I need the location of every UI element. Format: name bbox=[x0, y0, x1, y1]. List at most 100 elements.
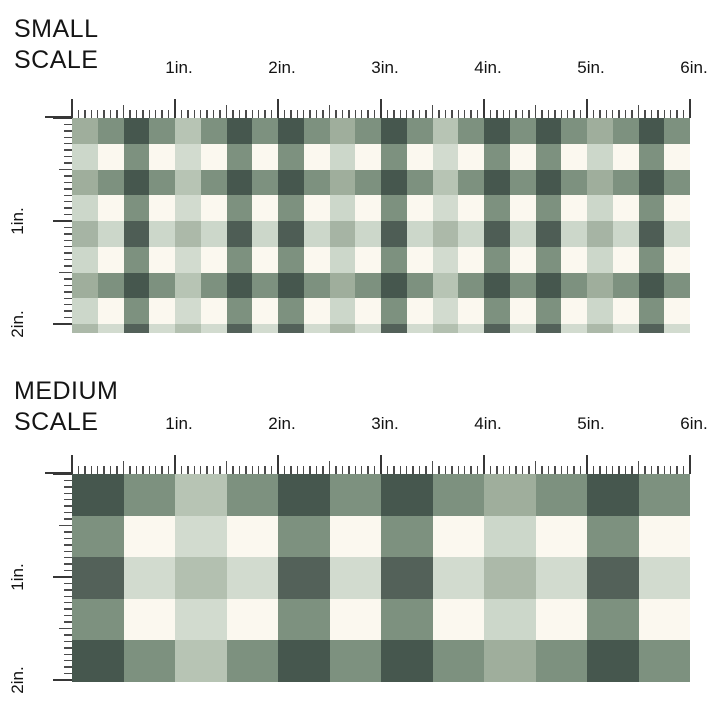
plaid-cell bbox=[432, 598, 484, 641]
minor-tick bbox=[367, 110, 369, 118]
plaid-cell bbox=[638, 474, 690, 516]
plaid-cell bbox=[484, 557, 536, 599]
plaid-cell bbox=[535, 640, 587, 682]
minor-tick bbox=[64, 143, 72, 145]
plaid-cell bbox=[432, 640, 484, 682]
plaid-cell bbox=[72, 143, 98, 170]
plaid-cell bbox=[72, 324, 98, 333]
minor-tick bbox=[579, 466, 582, 474]
plaid-cell bbox=[535, 143, 562, 170]
plaid-cell bbox=[278, 221, 304, 247]
minor-tick bbox=[64, 130, 72, 132]
plaid-cell bbox=[72, 195, 98, 221]
plaid-cell bbox=[200, 169, 227, 196]
minor-tick bbox=[180, 466, 183, 474]
minor-tick bbox=[554, 110, 556, 118]
plaid-cell bbox=[587, 195, 613, 221]
minor-tick bbox=[399, 110, 401, 118]
plaid-cell bbox=[200, 298, 227, 324]
plaid-cell bbox=[381, 169, 407, 196]
minor-tick bbox=[631, 466, 633, 474]
plaid-cell bbox=[252, 118, 278, 144]
minor-tick bbox=[566, 466, 569, 474]
minor-tick bbox=[451, 110, 453, 118]
minor-tick bbox=[64, 537, 72, 540]
plaid-cell bbox=[638, 640, 690, 682]
minor-tick bbox=[644, 466, 646, 474]
inch-tick bbox=[585, 455, 589, 474]
plaid-cell bbox=[458, 195, 484, 221]
minor-tick bbox=[142, 466, 144, 474]
minor-tick bbox=[64, 518, 72, 520]
minor-tick bbox=[109, 110, 112, 118]
plaid-cell bbox=[638, 598, 690, 641]
minor-tick bbox=[444, 466, 447, 474]
minor-tick bbox=[59, 168, 72, 171]
minor-tick bbox=[322, 110, 324, 118]
minor-tick bbox=[618, 466, 620, 474]
minor-tick bbox=[142, 110, 144, 118]
minor-tick bbox=[59, 271, 72, 274]
plaid-cell bbox=[458, 169, 484, 196]
plaid-cell bbox=[226, 298, 253, 324]
plaid-cell bbox=[458, 221, 484, 247]
plaid-cell bbox=[252, 272, 278, 299]
minor-tick bbox=[59, 627, 72, 630]
plaid-cell bbox=[406, 195, 433, 221]
minor-tick bbox=[547, 110, 550, 118]
minor-tick bbox=[64, 582, 72, 585]
minor-tick bbox=[64, 284, 72, 287]
plaid-cell bbox=[509, 272, 536, 299]
plaid-cell bbox=[97, 143, 124, 170]
plaid-cell bbox=[355, 246, 381, 273]
plaid-cell bbox=[278, 557, 330, 599]
plaid-cell bbox=[664, 298, 690, 324]
plaid-cell bbox=[355, 195, 381, 221]
minor-tick bbox=[64, 550, 72, 552]
minor-tick bbox=[64, 621, 72, 623]
minor-tick bbox=[200, 110, 202, 118]
plaid-cell bbox=[458, 143, 484, 170]
minor-tick bbox=[406, 110, 408, 118]
plaid-cell bbox=[175, 324, 201, 333]
minor-tick bbox=[64, 647, 72, 649]
plaid-cell bbox=[123, 246, 150, 273]
inch-label: 4in. bbox=[474, 58, 502, 77]
plaid-cell bbox=[72, 640, 124, 682]
plaid-cell bbox=[355, 324, 381, 333]
minor-tick bbox=[64, 310, 72, 312]
minor-tick bbox=[341, 466, 344, 474]
medium-vertical-ruler: 1in. 2in. bbox=[8, 472, 72, 694]
minor-tick bbox=[290, 110, 292, 118]
plaid-cell bbox=[587, 324, 613, 333]
plaid-cell bbox=[226, 557, 278, 599]
plaid-cell bbox=[664, 324, 690, 333]
plaid-cell bbox=[458, 118, 484, 144]
plaid-cell bbox=[200, 221, 227, 247]
plaid-cell bbox=[200, 324, 227, 333]
minor-tick bbox=[64, 123, 72, 126]
minor-tick bbox=[444, 110, 447, 118]
plaid-cell bbox=[484, 324, 510, 333]
minor-tick bbox=[682, 110, 685, 118]
minor-tick bbox=[451, 466, 453, 474]
plaid-cell bbox=[123, 474, 175, 516]
minor-tick bbox=[534, 461, 537, 474]
small-vertical-ruler: 1in. 2in. bbox=[8, 116, 72, 338]
minor-tick bbox=[167, 110, 170, 118]
plaid-cell bbox=[252, 221, 278, 247]
plaid-cell bbox=[72, 557, 124, 599]
minor-tick bbox=[64, 181, 72, 184]
minor-tick bbox=[560, 110, 562, 118]
minor-tick bbox=[238, 110, 241, 118]
inch-label: 5in. bbox=[577, 58, 605, 77]
minor-tick bbox=[309, 466, 311, 474]
plaid-cell bbox=[303, 324, 330, 333]
plaid-cell bbox=[561, 169, 587, 196]
minor-tick bbox=[354, 110, 356, 118]
minor-tick bbox=[219, 110, 221, 118]
plaid-cell bbox=[175, 221, 201, 247]
minor-tick bbox=[335, 466, 337, 474]
plaid-cell bbox=[587, 640, 639, 682]
minor-tick bbox=[212, 466, 215, 474]
